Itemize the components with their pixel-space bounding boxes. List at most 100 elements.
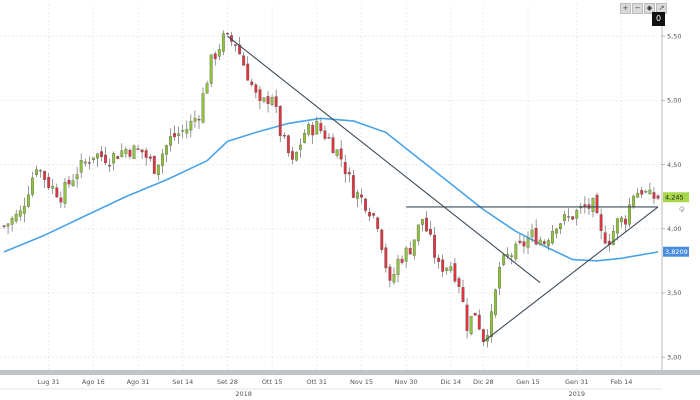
y-tick-label: 3,00: [667, 353, 681, 361]
candle-body: [477, 314, 481, 330]
candle-body: [83, 161, 87, 164]
annotate-button[interactable]: ◆: [644, 3, 655, 14]
candle-body: [193, 118, 197, 122]
candle-body: [453, 263, 457, 282]
candle-body: [461, 287, 465, 302]
x-tick-label: Dic 14: [440, 378, 461, 386]
candle-body: [169, 136, 172, 146]
candle-body: [185, 129, 189, 134]
candle-body: [498, 267, 502, 289]
candle-body: [368, 211, 372, 217]
candle-body: [100, 151, 103, 158]
candle-body: [522, 241, 526, 247]
candle-body: [416, 224, 420, 242]
y-tick-label: 3,50: [667, 289, 681, 297]
candle-body: [96, 153, 99, 159]
candle-body: [112, 153, 116, 164]
x-tick-label: Nov 30: [395, 378, 418, 386]
candle-body: [108, 164, 112, 167]
candle-body: [35, 169, 38, 176]
candle-body: [656, 195, 660, 199]
zoom-out-button[interactable]: −: [632, 3, 643, 14]
candle-body: [384, 247, 388, 269]
candle-body: [303, 133, 307, 143]
candle-body: [404, 247, 408, 262]
x-tick-label: Set 14: [172, 378, 193, 386]
candle-body: [632, 195, 636, 208]
candle-body: [502, 254, 506, 265]
candle-body: [201, 93, 205, 123]
candle-body: [31, 177, 34, 195]
candle-body: [420, 219, 424, 225]
candle-body: [116, 156, 120, 159]
zoom-in-button[interactable]: +: [620, 3, 631, 14]
candle-body: [165, 145, 168, 155]
candle-body: [266, 96, 270, 104]
candle-body: [514, 243, 518, 260]
candles: [2, 30, 660, 348]
candle-body: [595, 194, 599, 214]
candle-body: [339, 148, 343, 160]
candle-body: [494, 289, 497, 315]
candle-body: [396, 258, 400, 275]
candle-body: [636, 192, 640, 198]
candle-body: [307, 124, 311, 135]
candle-body: [51, 185, 55, 189]
chart-toolbar: + − ◆ ↗: [620, 3, 667, 14]
candle-body: [571, 216, 575, 220]
candle-body: [181, 130, 185, 132]
candle-body: [136, 148, 140, 150]
year-label: 2019: [568, 390, 585, 398]
y-tick-label: 4,50: [667, 161, 681, 169]
flag-label: 4,245: [665, 194, 684, 202]
candle-body: [392, 274, 396, 283]
candle-body: [360, 194, 363, 198]
candle-body: [217, 49, 221, 57]
candle-body: [87, 162, 91, 164]
candle-body: [550, 231, 554, 244]
x-axis-band: [0, 370, 700, 375]
candle-body: [238, 44, 242, 55]
candle-body: [59, 197, 63, 203]
candle-body: [295, 151, 298, 161]
candle-body: [152, 155, 156, 174]
candle-body: [615, 218, 619, 234]
candle-body: [14, 213, 18, 222]
refresh-icon[interactable]: ⟳: [676, 206, 686, 213]
flag-label: 3,8209: [665, 248, 688, 256]
candle-body: [104, 154, 107, 164]
candle-body: [526, 238, 530, 248]
candle-body: [22, 205, 26, 214]
candle-body: [75, 174, 79, 180]
candle-body: [91, 157, 95, 161]
last-price-flag: 4,245: [663, 192, 689, 203]
axes: 5,50 5,00 4,50 4,00 3,50 3,00 Lug 31 Ago 16 Ago …: [0, 4, 700, 398]
candle-body: [274, 96, 278, 107]
candle-body: [542, 241, 546, 244]
grid: [0, 4, 662, 370]
candle-body: [347, 172, 351, 175]
candle-body: [388, 266, 392, 281]
candle-body: [534, 227, 538, 245]
candle-body: [510, 255, 514, 257]
candle-body: [290, 151, 294, 160]
candle-body: [567, 216, 571, 218]
ma-value-flag: 3,8209: [663, 246, 689, 257]
candle-body: [67, 179, 71, 185]
candle-body: [39, 170, 42, 172]
candle-body: [555, 228, 558, 234]
candle-body: [270, 97, 274, 105]
candle-body: [546, 240, 550, 247]
x-tick-label: Ago 31: [127, 378, 150, 386]
trendlines: [227, 35, 659, 343]
candle-body: [518, 240, 522, 244]
candle-body: [408, 248, 412, 255]
candle-body: [433, 234, 437, 258]
candle-body: [286, 135, 290, 154]
candle-body: [648, 189, 652, 195]
candle-body: [400, 258, 404, 263]
candle-body: [221, 33, 225, 52]
candle-body: [173, 133, 177, 138]
candle-body: [132, 145, 136, 159]
candle-body: [311, 125, 315, 136]
